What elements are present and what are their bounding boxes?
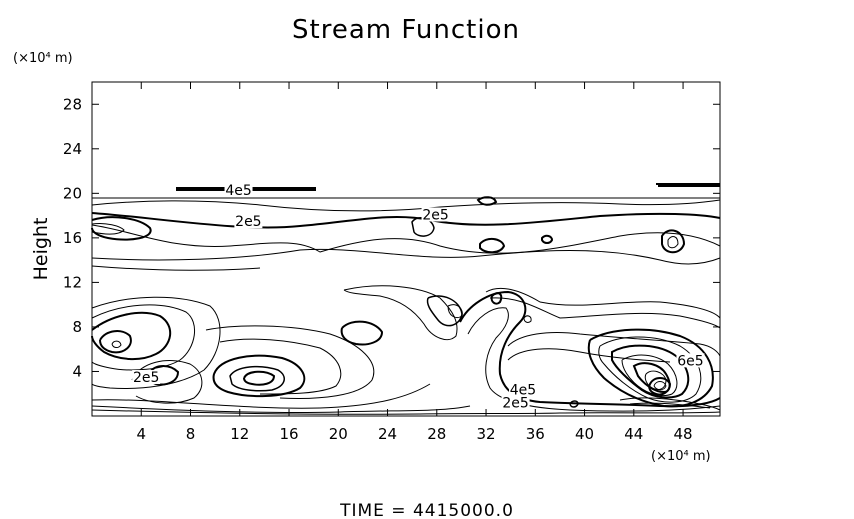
- y-tick-label: 4: [72, 362, 82, 380]
- contour-label-background: [224, 182, 253, 197]
- contour-label: 6e5: [677, 353, 703, 369]
- contour-lines: [91, 183, 721, 415]
- contour-label: 4e5: [225, 183, 251, 199]
- y-axis-unit: (×10⁴ m): [13, 51, 73, 66]
- x-tick-label: 4: [136, 425, 146, 443]
- x-axis-ticks: 4 8 12 16 20 24 28 32 36 40 44 48: [136, 82, 693, 443]
- contour-label-background: [501, 395, 530, 410]
- contour-label-background: [676, 353, 705, 368]
- y-axis-label: Height: [30, 218, 52, 281]
- y-tick-label: 8: [72, 318, 82, 336]
- contour-label: 2e5: [422, 207, 448, 223]
- x-tick-label: 36: [526, 425, 545, 443]
- x-tick-label: 40: [575, 425, 594, 443]
- x-tick-label: 44: [624, 425, 643, 443]
- x-tick-label: 16: [279, 425, 298, 443]
- contour-label: 2e5: [502, 396, 528, 412]
- x-tick-label: 20: [329, 425, 348, 443]
- x-tick-label: 28: [427, 425, 446, 443]
- contour-label-background: [132, 370, 161, 385]
- chart-title: Stream Function: [292, 15, 520, 45]
- contour-label-background: [234, 214, 263, 229]
- x-tick-label: 24: [378, 425, 397, 443]
- contour-label: 2e5: [235, 214, 261, 230]
- x-tick-label: 12: [230, 425, 249, 443]
- contour-label-background: [421, 207, 450, 222]
- x-tick-label: 8: [186, 425, 196, 443]
- y-tick-label: 12: [63, 273, 82, 291]
- y-axis-ticks: 4 8 12 16 20 24 28: [63, 95, 720, 380]
- contour-label: 4e5: [510, 382, 536, 398]
- y-tick-label: 28: [63, 95, 82, 113]
- x-tick-label: 32: [476, 425, 495, 443]
- contour-label-background: [508, 382, 537, 397]
- x-axis-unit: (×10⁴ m): [651, 449, 711, 464]
- y-tick-label: 16: [63, 229, 82, 247]
- y-tick-label: 24: [63, 140, 82, 158]
- y-tick-label: 20: [63, 184, 82, 202]
- x-tick-label: 48: [674, 425, 693, 443]
- time-label: TIME = 4415000.0: [339, 501, 514, 519]
- plot-frame: [91, 81, 721, 417]
- contour-label: 2e5: [133, 370, 159, 386]
